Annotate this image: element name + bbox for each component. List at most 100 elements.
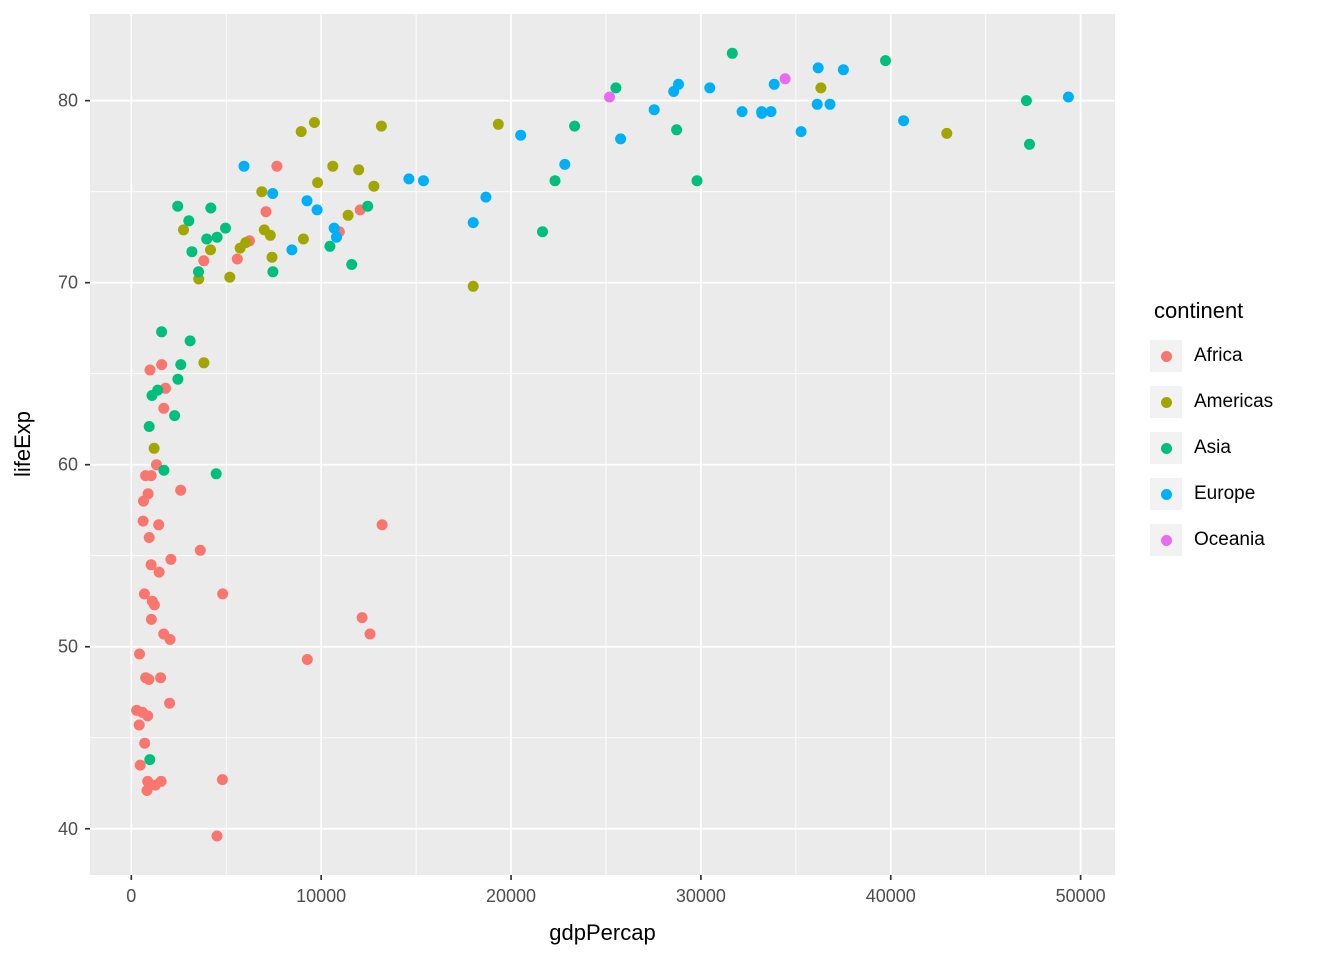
data-point-africa <box>144 364 156 376</box>
legend-key <box>1150 386 1182 418</box>
data-point-europe <box>736 106 748 118</box>
data-point-africa <box>153 566 165 578</box>
data-point-africa <box>145 613 157 625</box>
data-point-europe <box>559 158 571 170</box>
data-point-africa <box>364 628 376 640</box>
x-tick-label: 40000 <box>866 886 916 906</box>
data-point-africa <box>155 672 167 684</box>
x-tick-label: 20000 <box>486 886 536 906</box>
data-point-europe <box>704 82 716 94</box>
data-point-americas <box>342 209 354 221</box>
legend: continent Africa Americas Asia Europe <box>1150 298 1273 570</box>
data-point-africa <box>165 553 177 565</box>
legend-item-africa: Africa <box>1150 340 1273 372</box>
data-point-asia <box>610 82 622 94</box>
data-point-africa <box>137 515 149 527</box>
data-point-africa <box>143 532 155 543</box>
data-point-asia <box>362 200 374 212</box>
data-point-africa <box>153 519 165 531</box>
data-point-africa <box>146 595 158 607</box>
data-point-africa <box>198 255 210 267</box>
data-point-asia <box>205 202 217 214</box>
data-point-americas <box>148 442 160 454</box>
data-point-americas <box>467 280 479 292</box>
data-point-americas <box>327 160 339 172</box>
data-point-americas <box>308 117 320 128</box>
y-axis-title: lifeExp <box>10 410 35 478</box>
x-tick-label: 10000 <box>296 886 346 906</box>
data-point-americas <box>178 224 189 236</box>
data-point-europe <box>418 175 429 187</box>
legend-swatch-africa <box>1160 350 1172 362</box>
data-point-africa <box>175 484 187 496</box>
x-tick-label: 30000 <box>676 886 726 906</box>
data-point-europe <box>795 126 807 138</box>
data-point-europe <box>756 106 768 118</box>
data-point-europe <box>267 188 279 199</box>
data-point-asia <box>201 233 213 245</box>
data-point-asia <box>549 175 561 187</box>
data-point-africa <box>301 654 313 665</box>
data-point-asia <box>1020 95 1032 107</box>
data-point-africa <box>134 759 146 771</box>
y-tick-label: 40 <box>58 819 78 839</box>
data-point-asia <box>184 335 196 347</box>
data-point-asia <box>144 754 156 766</box>
data-point-europe <box>615 133 627 145</box>
data-point-americas <box>941 127 953 139</box>
data-point-asia <box>146 390 158 401</box>
data-point-africa <box>216 774 228 786</box>
data-point-oceania <box>604 91 615 103</box>
data-point-africa <box>149 779 161 791</box>
y-tick-label: 50 <box>58 637 78 657</box>
data-point-europe <box>768 78 780 90</box>
data-point-africa <box>134 648 145 660</box>
data-point-europe <box>403 173 415 185</box>
data-point-africa <box>217 588 229 600</box>
data-point-asia <box>186 246 198 258</box>
data-point-asia <box>346 259 358 270</box>
data-point-americas <box>295 126 307 138</box>
data-point-asia <box>183 215 195 227</box>
data-point-asia <box>175 359 187 371</box>
data-point-asia <box>880 55 891 67</box>
legend-label-americas: Americas <box>1194 391 1274 412</box>
data-point-americas <box>198 357 210 369</box>
data-point-asia <box>569 120 581 132</box>
legend-label-asia: Asia <box>1194 437 1231 458</box>
data-point-asia <box>156 326 168 338</box>
data-point-asia <box>267 266 279 278</box>
x-tick-label: 0 <box>126 886 136 906</box>
data-point-americas <box>224 271 236 283</box>
data-point-americas <box>297 233 309 245</box>
legend-swatch-asia <box>1160 442 1172 454</box>
data-point-africa <box>260 206 272 218</box>
x-axis-title: gdpPercap <box>549 920 656 945</box>
data-point-americas <box>375 120 387 132</box>
legend-title: continent <box>1154 298 1244 323</box>
data-point-europe <box>238 160 250 172</box>
data-point-africa <box>138 588 150 600</box>
legend-swatch-americas <box>1160 396 1172 408</box>
legend-item-europe: Europe <box>1150 478 1273 510</box>
data-point-africa <box>145 470 157 482</box>
legend-item-oceania: Oceania <box>1150 524 1273 556</box>
data-point-americas <box>264 229 276 241</box>
data-point-europe <box>301 195 313 207</box>
data-point-africa <box>142 710 154 722</box>
data-point-africa <box>356 612 368 624</box>
data-point-asia <box>143 421 155 432</box>
legend-label-europe: Europe <box>1194 483 1256 504</box>
data-point-americas <box>492 118 504 130</box>
y-tick-label: 80 <box>58 91 78 111</box>
data-point-europe <box>824 98 836 110</box>
data-point-europe <box>1062 91 1074 103</box>
data-point-asia <box>211 231 223 243</box>
data-point-africa <box>164 697 176 709</box>
data-point-asia <box>158 464 170 476</box>
x-tick-label: 50000 <box>1056 886 1106 906</box>
data-point-asia <box>324 240 336 252</box>
legend-swatch-europe <box>1160 488 1172 500</box>
